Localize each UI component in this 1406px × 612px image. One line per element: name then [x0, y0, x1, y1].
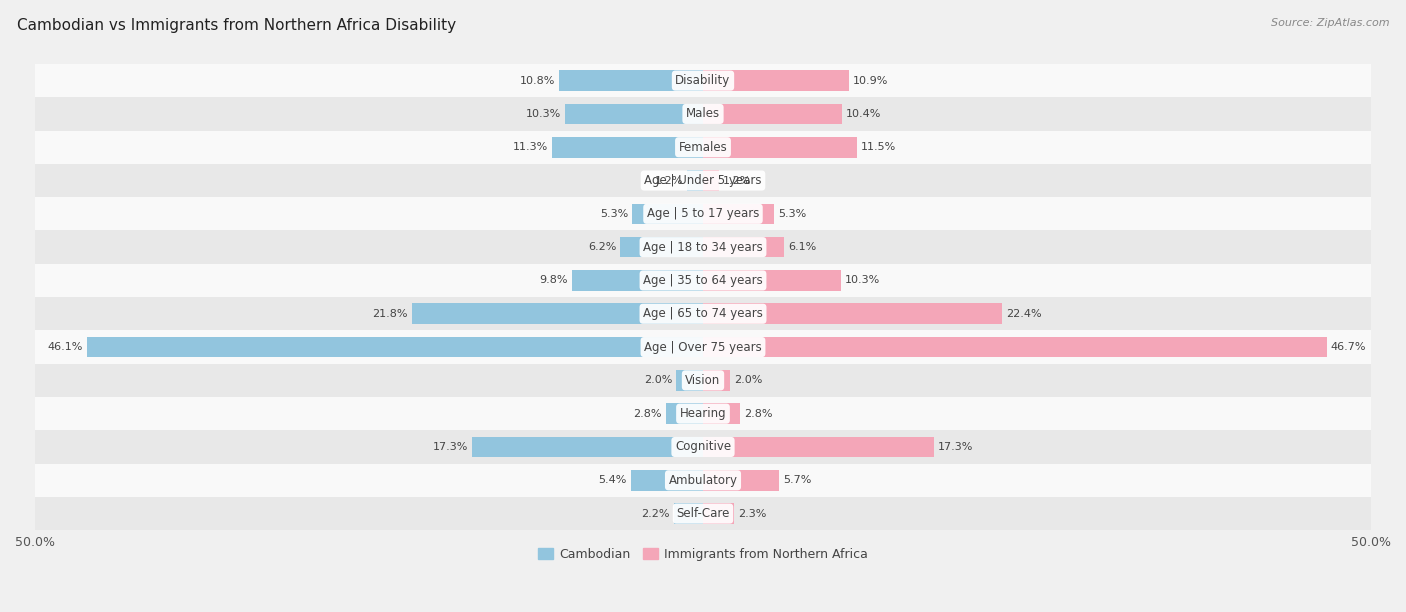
Text: 46.7%: 46.7%	[1331, 342, 1367, 352]
Bar	[35, 430, 1371, 464]
Bar	[673, 503, 703, 524]
Text: 2.0%: 2.0%	[644, 375, 672, 386]
Bar	[35, 197, 1371, 231]
Text: 1.2%: 1.2%	[723, 176, 751, 185]
Bar	[620, 237, 703, 258]
Bar	[703, 237, 785, 258]
Text: 5.4%: 5.4%	[599, 476, 627, 485]
Text: Age | 5 to 17 years: Age | 5 to 17 years	[647, 207, 759, 220]
Text: 10.8%: 10.8%	[519, 76, 555, 86]
Text: Self-Care: Self-Care	[676, 507, 730, 520]
Text: 17.3%: 17.3%	[433, 442, 468, 452]
Bar	[703, 436, 934, 457]
Text: 2.8%: 2.8%	[744, 409, 773, 419]
Bar	[35, 464, 1371, 497]
Bar	[35, 164, 1371, 197]
Bar	[703, 503, 734, 524]
Bar	[703, 103, 842, 124]
Bar	[572, 270, 703, 291]
Text: 6.2%: 6.2%	[588, 242, 616, 252]
Text: Disability: Disability	[675, 74, 731, 87]
Bar	[703, 70, 849, 91]
Text: Females: Females	[679, 141, 727, 154]
Text: 10.3%: 10.3%	[845, 275, 880, 285]
Bar	[703, 270, 841, 291]
Text: Age | 65 to 74 years: Age | 65 to 74 years	[643, 307, 763, 320]
Bar	[35, 264, 1371, 297]
Bar	[35, 130, 1371, 164]
Text: Source: ZipAtlas.com: Source: ZipAtlas.com	[1271, 18, 1389, 28]
Bar	[35, 297, 1371, 330]
Text: 2.3%: 2.3%	[738, 509, 766, 518]
Text: Cognitive: Cognitive	[675, 441, 731, 453]
Text: Age | 18 to 34 years: Age | 18 to 34 years	[643, 241, 763, 253]
Bar	[35, 330, 1371, 364]
Text: 11.5%: 11.5%	[860, 142, 896, 152]
Text: 10.9%: 10.9%	[852, 76, 889, 86]
Bar	[703, 403, 741, 424]
Text: Cambodian vs Immigrants from Northern Africa Disability: Cambodian vs Immigrants from Northern Af…	[17, 18, 456, 34]
Text: Age | 35 to 64 years: Age | 35 to 64 years	[643, 274, 763, 287]
Bar	[633, 204, 703, 224]
Bar	[412, 304, 703, 324]
Bar	[703, 170, 718, 191]
Bar	[688, 170, 703, 191]
Text: 17.3%: 17.3%	[938, 442, 973, 452]
Bar	[35, 497, 1371, 530]
Bar	[665, 403, 703, 424]
Text: 2.0%: 2.0%	[734, 375, 762, 386]
Bar	[631, 470, 703, 491]
Bar	[35, 97, 1371, 130]
Text: 46.1%: 46.1%	[48, 342, 83, 352]
Text: 10.4%: 10.4%	[846, 109, 882, 119]
Bar	[565, 103, 703, 124]
Bar	[472, 436, 703, 457]
Bar	[703, 337, 1327, 357]
Text: 22.4%: 22.4%	[1007, 308, 1042, 319]
Bar	[35, 231, 1371, 264]
Text: Age | Under 5 years: Age | Under 5 years	[644, 174, 762, 187]
Bar	[35, 397, 1371, 430]
Bar	[676, 370, 703, 390]
Bar	[553, 137, 703, 157]
Text: 1.2%: 1.2%	[655, 176, 683, 185]
Text: 10.3%: 10.3%	[526, 109, 561, 119]
Text: Males: Males	[686, 108, 720, 121]
Text: 5.3%: 5.3%	[778, 209, 806, 219]
Text: 5.7%: 5.7%	[783, 476, 811, 485]
Text: 5.3%: 5.3%	[600, 209, 628, 219]
Legend: Cambodian, Immigrants from Northern Africa: Cambodian, Immigrants from Northern Afri…	[533, 543, 873, 566]
Text: Age | Over 75 years: Age | Over 75 years	[644, 340, 762, 354]
Bar	[703, 304, 1002, 324]
Text: 6.1%: 6.1%	[789, 242, 817, 252]
Text: 2.2%: 2.2%	[641, 509, 669, 518]
Text: Hearing: Hearing	[679, 407, 727, 420]
Text: 11.3%: 11.3%	[513, 142, 548, 152]
Bar	[35, 64, 1371, 97]
Bar	[35, 364, 1371, 397]
Bar	[87, 337, 703, 357]
Text: 2.8%: 2.8%	[633, 409, 662, 419]
Text: 21.8%: 21.8%	[373, 308, 408, 319]
Bar	[703, 137, 856, 157]
Text: Ambulatory: Ambulatory	[668, 474, 738, 487]
Bar	[703, 470, 779, 491]
Bar	[703, 370, 730, 390]
Text: Vision: Vision	[685, 374, 721, 387]
Bar	[703, 204, 773, 224]
Bar	[558, 70, 703, 91]
Text: 9.8%: 9.8%	[540, 275, 568, 285]
